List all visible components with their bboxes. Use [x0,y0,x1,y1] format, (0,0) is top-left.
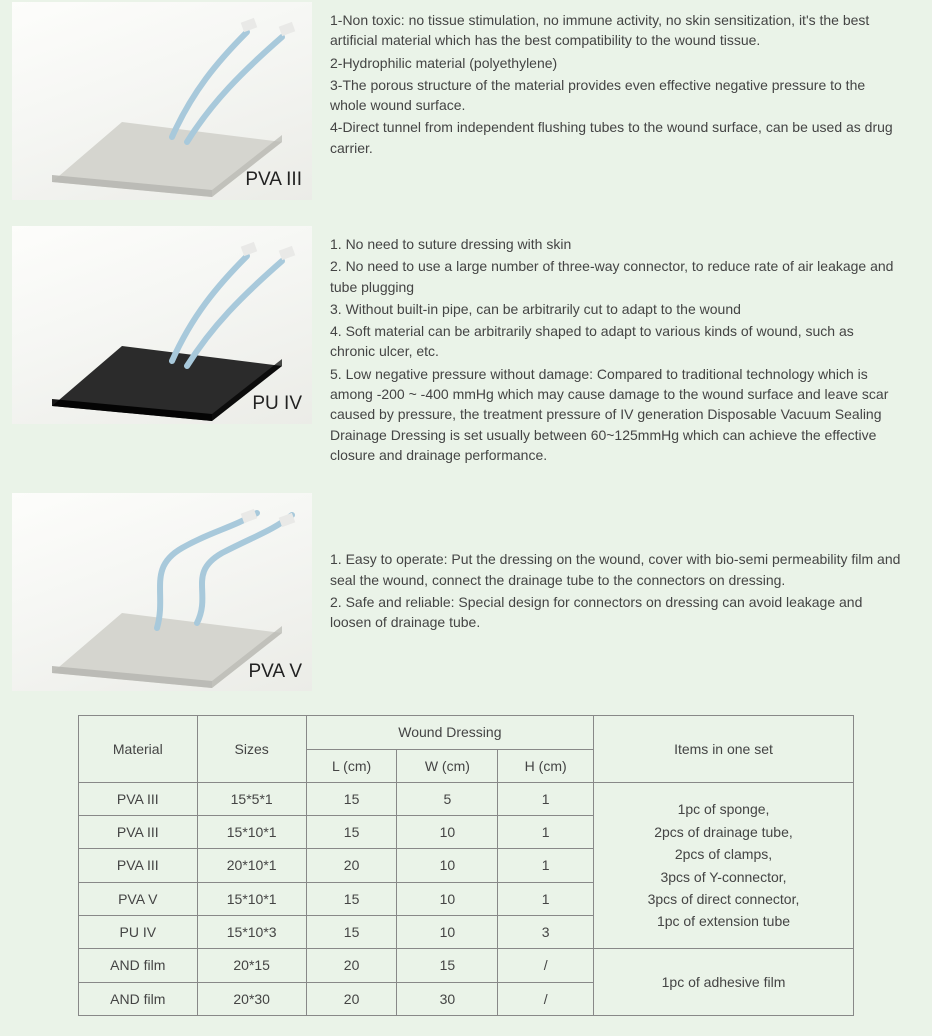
th-items: Items in one set [594,716,854,783]
cell-w: 30 [397,982,498,1015]
items-cell-group1: 1pc of sponge,2pcs of drainage tube,2pcs… [594,782,854,948]
cell-w: 15 [397,949,498,982]
cell-material: AND film [79,982,198,1015]
table-row: PVA III15*5*115511pc of sponge,2pcs of d… [79,782,854,815]
product-description-line: 3-The porous structure of the material p… [330,75,902,116]
cell-material: PVA III [79,782,198,815]
cell-w: 10 [397,849,498,882]
cell-h: 3 [498,916,594,949]
product-description-line: 4. Soft material can be arbitrarily shap… [330,321,902,362]
th-material: Material [79,716,198,783]
spec-table-wrap: Material Sizes Wound Dressing Items in o… [0,715,932,1016]
cell-sizes: 20*30 [197,982,306,1015]
cell-w: 10 [397,916,498,949]
cell-h: / [498,982,594,1015]
cell-l: 20 [306,982,397,1015]
th-w: W (cm) [397,749,498,782]
table-row: AND film20*152015/1pc of adhesive film [79,949,854,982]
cell-sizes: 20*15 [197,949,306,982]
cell-l: 15 [306,916,397,949]
product-image: PVA III [12,2,312,200]
cell-h: / [498,949,594,982]
cell-w: 5 [397,782,498,815]
product-row: PU IV 1. No need to suture dressing with … [0,224,932,491]
page: PVA III 1-Non toxic: no tissue stimulatio… [0,0,932,1036]
product-description-line: 3. Without built-in pipe, can be arbitra… [330,299,902,319]
cell-material: PVA III [79,849,198,882]
th-h: H (cm) [498,749,594,782]
product-row: PVA III 1-Non toxic: no tissue stimulatio… [0,0,932,224]
product-description-line: 1. No need to suture dressing with skin [330,234,902,254]
cell-sizes: 20*10*1 [197,849,306,882]
product-image: PVA V [12,493,312,691]
th-l: L (cm) [306,749,397,782]
table-header-row-1: Material Sizes Wound Dressing Items in o… [79,716,854,749]
cell-l: 15 [306,782,397,815]
cell-material: AND film [79,949,198,982]
cell-l: 15 [306,816,397,849]
product-row: PVA V 1. Easy to operate: Put the dressin… [0,491,932,715]
cell-w: 10 [397,816,498,849]
product-description: 1-Non toxic: no tissue stimulation, no i… [330,2,920,160]
product-description-line: 1-Non toxic: no tissue stimulation, no i… [330,10,902,51]
th-wound-dressing: Wound Dressing [306,716,593,749]
cell-l: 15 [306,882,397,915]
th-sizes: Sizes [197,716,306,783]
cell-sizes: 15*5*1 [197,782,306,815]
cell-l: 20 [306,949,397,982]
product-image: PU IV [12,226,312,424]
product-description-line: 2. No need to use a large number of thre… [330,256,902,297]
cell-h: 1 [498,882,594,915]
product-description: 1. Easy to operate: Put the dressing on … [330,493,920,634]
product-label: PU IV [252,390,302,418]
cell-w: 10 [397,882,498,915]
cell-h: 1 [498,816,594,849]
cell-l: 20 [306,849,397,882]
product-description-line: 2-Hydrophilic material (polyethylene) [330,53,902,73]
cell-h: 1 [498,782,594,815]
items-cell-group2: 1pc of adhesive film [594,949,854,1016]
cell-h: 1 [498,849,594,882]
product-description-line: 1. Easy to operate: Put the dressing on … [330,549,902,590]
cell-sizes: 15*10*3 [197,916,306,949]
cell-material: PVA III [79,816,198,849]
spec-table: Material Sizes Wound Dressing Items in o… [78,715,854,1016]
cell-sizes: 15*10*1 [197,882,306,915]
product-description-line: 5. Low negative pressure without damage:… [330,364,902,465]
cell-material: PU IV [79,916,198,949]
product-label: PVA III [245,166,302,194]
cell-material: PVA V [79,882,198,915]
product-description-line: 2. Safe and reliable: Special design for… [330,592,902,633]
product-label: PVA V [248,658,302,686]
cell-sizes: 15*10*1 [197,816,306,849]
product-description: 1. No need to suture dressing with skin2… [330,226,920,467]
product-description-line: 4-Direct tunnel from independent flushin… [330,117,902,158]
